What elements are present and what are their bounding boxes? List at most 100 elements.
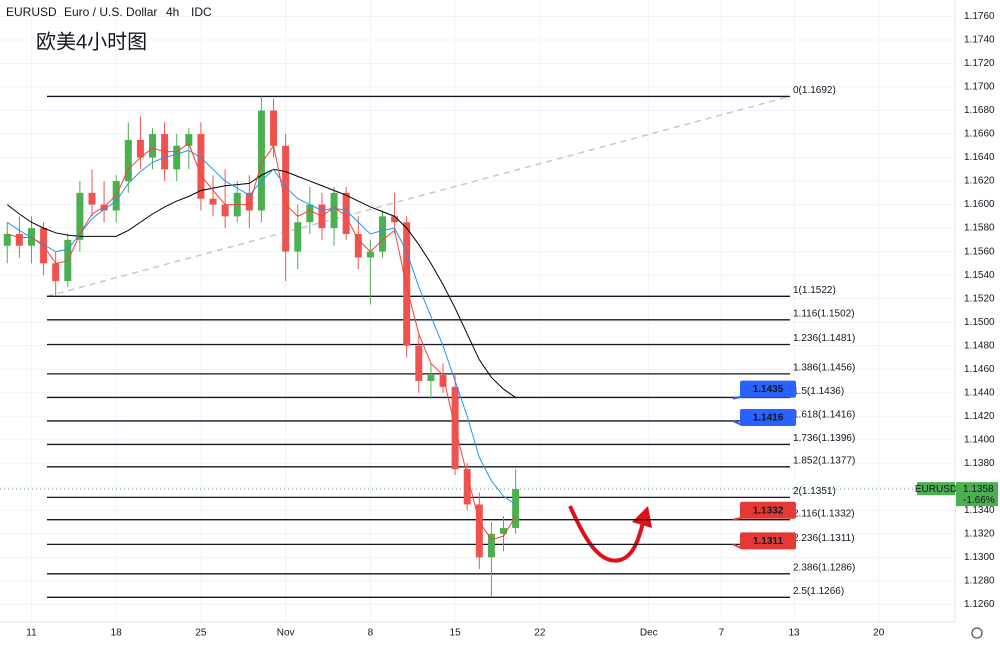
candle-body [512,489,520,528]
fib-label: 1.116(1.1502) [793,308,855,319]
fib-label: 0(1.1692) [793,85,836,96]
x-tick-label: Nov [277,628,295,639]
settings-icon[interactable] [971,627,983,639]
candle-body [463,469,471,505]
candle-body [475,504,483,558]
candle-body [124,139,132,182]
x-tick-label: 25 [195,628,207,639]
y-tick-label: 1.1400 [964,434,995,445]
fib-label: 1.236(1.1481) [793,333,855,344]
fib-label: 2.236(1.1311) [793,533,855,544]
moving-average [6,168,516,398]
candle-body [354,233,362,258]
price-label-leg [732,516,743,521]
candle-body [366,251,374,258]
forecast-arrow [568,505,647,563]
y-tick-label: 1.1280 [964,575,995,586]
candle-body [487,533,495,558]
instrument-name: Euro / U.S. Dollar [64,5,157,19]
moving-average [7,142,517,541]
price-label-leg [732,395,743,400]
fib-label: 2.386(1.1286) [793,562,855,573]
x-tick-label: 18 [111,628,123,639]
y-tick-label: 1.1740 [964,35,995,46]
y-tick-label: 1.1300 [964,552,995,563]
fib-label: 1(1.1522) [793,285,836,296]
candle-body [257,110,265,211]
candle-body [3,233,11,246]
price-label: 1.1435 [753,384,784,395]
y-tick-label: 1.1440 [964,387,995,398]
y-tick-label: 1.1700 [964,82,995,93]
fib-label: 1.5(1.1436) [793,386,844,397]
candle-body [294,222,302,252]
y-tick-label: 1.1260 [964,599,995,610]
y-tick-label: 1.1540 [964,270,995,281]
change-label: -1.66% [963,495,995,506]
y-tick-label: 1.1720 [964,58,995,69]
source: IDC [191,5,212,19]
price-label-box [740,501,796,519]
last-price-badge [956,482,998,507]
y-tick-label: 1.1420 [964,411,995,422]
interval: 4h [166,5,179,19]
price-label-box [740,532,796,550]
price-label: 1.1332 [753,505,784,516]
price-label-box [740,408,796,426]
candle-body [100,204,108,211]
price-label-box [740,380,796,398]
price-label: 1.1311 [753,536,783,547]
y-tick-label: 1.1680 [964,105,995,116]
candle-body [403,222,411,346]
candle-body [149,134,157,158]
moving-average [6,149,516,505]
candle-body [500,527,508,534]
trend-line [46,95,791,298]
candle-body [270,110,278,146]
fib-label: 2.116(1.1332) [793,508,855,519]
symbol-badge [917,482,955,496]
candle-body [415,345,423,381]
candle-body [76,192,84,240]
chart-title: 欧美4小时图 [36,30,147,53]
x-tick-label: 13 [788,628,800,639]
y-tick-label: 1.1340 [964,505,995,516]
price-label: 1.1416 [753,413,784,424]
y-tick-label: 1.1320 [964,528,995,539]
candle-body [88,192,96,205]
y-tick-label: 1.1380 [964,458,995,469]
candle-body [15,233,23,246]
y-tick-label: 1.1480 [964,340,995,351]
y-tick-label: 1.1640 [964,152,995,163]
y-tick-label: 1.1760 [964,11,995,22]
x-tick-label: 7 [719,628,725,639]
y-tick-label: 1.1600 [964,199,995,210]
y-tick-label: 1.1560 [964,246,995,257]
candle-body [245,192,253,211]
candle-body [439,375,447,387]
candle-body [185,134,193,146]
candle-body [52,263,60,282]
y-tick-label: 1.1520 [964,293,995,304]
candle-body [378,216,386,252]
y-tick-label: 1.1460 [964,364,995,375]
candle-body [330,192,338,229]
candle-body [27,228,35,246]
symbol: EURUSD [6,5,57,19]
candle-body [197,134,205,199]
fib-label: 1.736(1.1396) [793,433,855,444]
fib-label: 1.386(1.1456) [793,363,855,374]
candle-body [427,375,435,381]
y-tick-label: 1.1500 [964,317,995,328]
y-tick-label: 1.1620 [964,176,995,187]
grid [0,0,955,622]
x-tick-label: 11 [26,628,37,639]
last-price-label: 1.1358 [963,484,994,495]
forecast-arrowhead [632,506,652,528]
y-tick-label: 1.1580 [964,223,995,234]
x-tick-label: 22 [534,628,546,639]
y-tick-label: 1.1660 [964,129,995,140]
symbol-badge-text: EURUSD [915,484,957,495]
